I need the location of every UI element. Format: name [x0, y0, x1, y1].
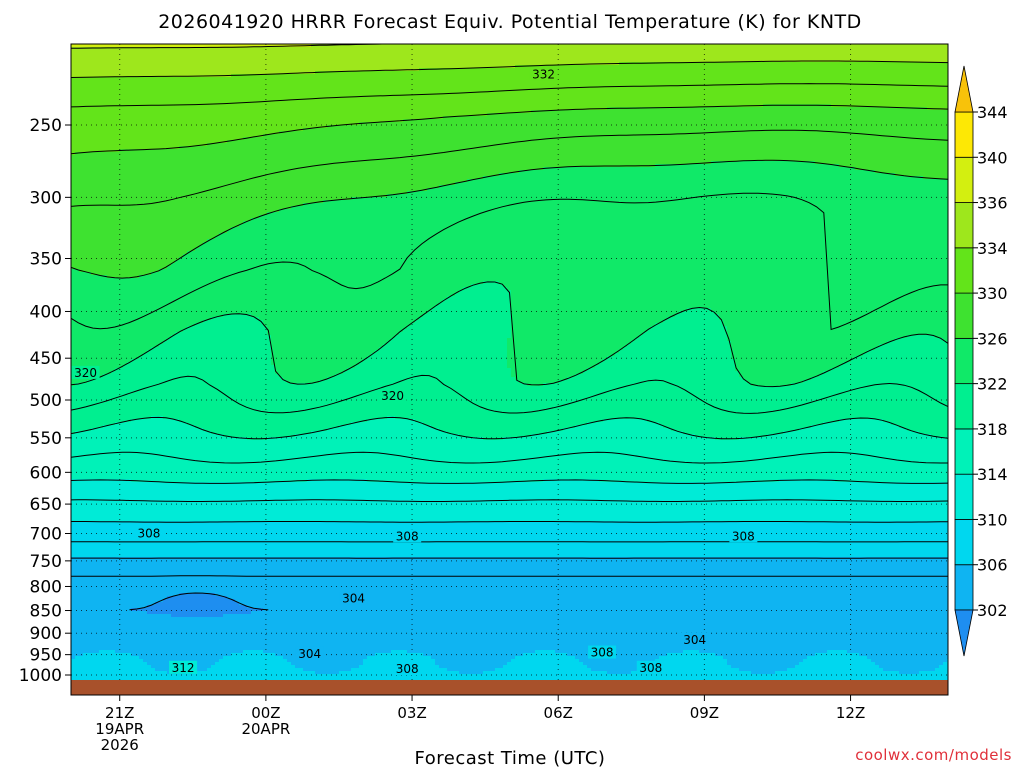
colorbar-band	[955, 429, 973, 474]
colorbar: 302 306 310 314 318 322 326 330 334 336 340 344	[955, 66, 1008, 656]
y-tick-label: 600	[30, 463, 62, 483]
colorbar-band	[955, 112, 973, 157]
colorbar-label: 326	[977, 329, 1008, 348]
y-tick-label: 1000	[19, 666, 62, 686]
contour-label: 312	[172, 661, 195, 675]
y-tick-label: 950	[30, 646, 62, 666]
colorbar-label: 344	[977, 103, 1008, 122]
contour-label: 332	[532, 67, 555, 81]
colorbar-low-arrow	[955, 610, 973, 656]
contour-label: 308	[396, 529, 419, 543]
contour-label: 308	[396, 662, 419, 676]
contour-label: 320	[74, 366, 97, 380]
colorbar-label: 330	[977, 284, 1008, 303]
y-tick-label: 500	[30, 391, 62, 411]
contour-label: 304	[342, 592, 365, 606]
y-tick-label: 350	[30, 249, 62, 269]
y-tick-label: 550	[30, 429, 62, 449]
y-tick-label: 750	[30, 552, 62, 572]
y-tick-label: 900	[30, 624, 62, 644]
y-axis: 2503003504004505005506006507007508008509…	[19, 116, 71, 686]
chart-svg: 2026041920 HRRR Forecast Equiv. Potentia…	[0, 0, 1024, 768]
colorbar-label: 318	[977, 420, 1008, 439]
x-axis-label: Forecast Time (UTC)	[415, 748, 606, 768]
y-tick-label: 800	[30, 577, 62, 597]
y-tick-label: 300	[30, 188, 62, 208]
contour-label: 304	[683, 633, 706, 647]
y-tick-label: 700	[30, 524, 62, 544]
plot-area	[71, 44, 952, 695]
colorbar-band	[955, 519, 973, 564]
colorbar-band	[955, 474, 973, 519]
y-tick-label: 250	[30, 116, 62, 136]
colorbar-band	[955, 384, 973, 429]
surface-strip	[71, 680, 948, 695]
x-tick-label: 09Z	[690, 704, 719, 722]
colorbar-label: 322	[977, 375, 1008, 394]
y-tick-label: 450	[30, 349, 62, 369]
colorbar-label: 314	[977, 465, 1008, 484]
contour-label: 304	[298, 647, 321, 661]
y-tick-label: 850	[30, 602, 62, 622]
y-tick-label: 400	[30, 302, 62, 322]
x-tick-label: 06Z	[544, 704, 573, 722]
x-tick-label: 12Z	[836, 704, 865, 722]
x-tick-label: 20APR	[241, 720, 290, 738]
colorbar-band	[955, 338, 973, 383]
contour-label: 308	[591, 646, 614, 660]
colorbar-label: 334	[977, 239, 1008, 258]
colorbar-band	[955, 248, 973, 293]
contour-label: 308	[732, 529, 755, 543]
colorbar-label: 340	[977, 148, 1008, 167]
contour-label: 308	[639, 661, 662, 675]
contour-label: 320	[381, 389, 404, 403]
colorbar-label: 336	[977, 194, 1008, 213]
colorbar-label: 302	[977, 601, 1008, 620]
colorbar-band	[955, 203, 973, 248]
x-tick-label: 03Z	[397, 704, 426, 722]
x-tick-label: 2026	[101, 736, 139, 754]
chart-title: 2026041920 HRRR Forecast Equiv. Potentia…	[158, 11, 862, 33]
colorbar-label: 310	[977, 510, 1008, 529]
colorbar-high-arrow	[955, 66, 973, 112]
colorbar-label: 306	[977, 556, 1008, 575]
y-tick-label: 650	[30, 495, 62, 515]
contour-label: 308	[138, 526, 161, 540]
colorbar-band	[955, 157, 973, 202]
colorbar-band	[955, 293, 973, 338]
credit-link[interactable]: coolwx.com/models	[855, 746, 1012, 764]
colorbar-band	[955, 565, 973, 610]
